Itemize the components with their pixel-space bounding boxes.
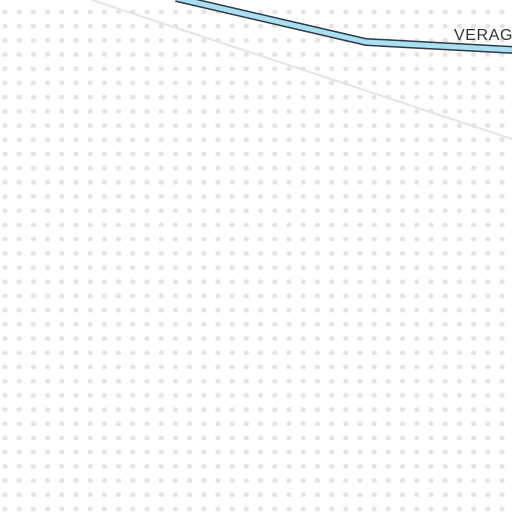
road-name-label: VERAG xyxy=(454,27,512,44)
major-road[interactable] xyxy=(175,0,512,54)
minor-road xyxy=(91,0,512,140)
major-road-fill xyxy=(175,0,512,53)
